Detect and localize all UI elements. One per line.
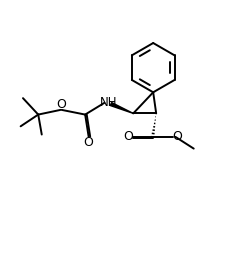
Text: NH: NH [100,96,117,109]
Text: O: O [124,130,133,143]
Text: O: O [56,98,66,111]
Text: O: O [172,130,182,143]
Polygon shape [110,102,133,113]
Text: O: O [83,135,93,149]
